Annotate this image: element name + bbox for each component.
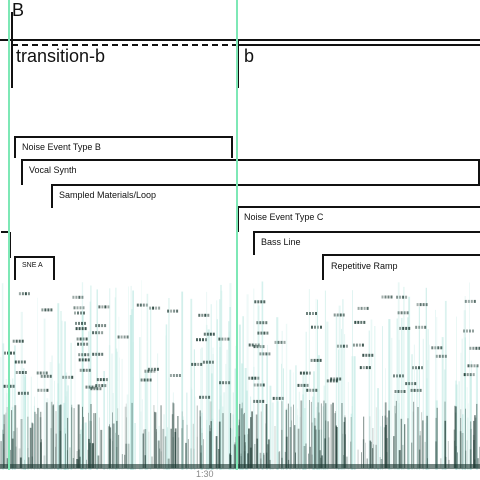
bracket-ramp: [322, 254, 480, 280]
event-label-bass: Bass Line: [261, 237, 301, 247]
event-label-sampled: Sampled Materials/Loop: [59, 190, 157, 200]
playhead-marker-section-b[interactable]: [236, 0, 238, 470]
playhead-marker-left[interactable]: [8, 0, 10, 470]
bracket-noise-c: [237, 206, 480, 232]
event-label-sne-a: SNE A: [22, 262, 43, 269]
bracket-vocal: [21, 159, 480, 185]
bracket-sne-a: [14, 256, 55, 280]
event-label-ramp: Repetitive Ramp: [331, 261, 398, 271]
bracket-bass: [253, 231, 480, 255]
time-label: 1:30: [196, 469, 214, 479]
bracket-noise-b: [14, 136, 233, 158]
section-transition-label: transition-b: [16, 46, 106, 66]
event-label-noise-c: Noise Event Type C: [244, 212, 324, 222]
event-label-noise-b: Noise Event Type B: [22, 142, 101, 152]
section-b-label: b: [244, 46, 255, 66]
spectrogram-image: [0, 280, 480, 470]
event-label-vocal: Vocal Synth: [29, 165, 77, 175]
bracket-sampled: [51, 184, 480, 208]
section-letter: B: [12, 0, 25, 20]
